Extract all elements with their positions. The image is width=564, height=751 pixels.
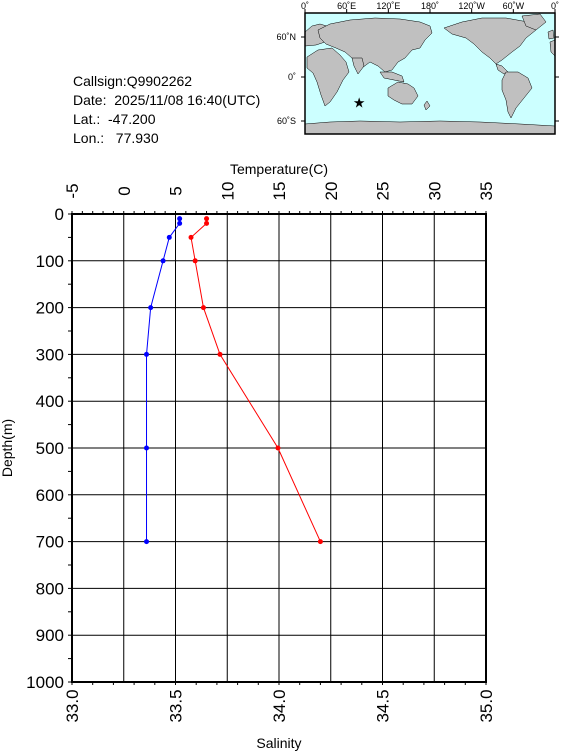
- temperature-data-point: [192, 258, 198, 264]
- map-lon-label: 120˚E: [376, 1, 400, 11]
- callsign-text: Callsign:Q9902262: [73, 73, 193, 89]
- map-lon-label: 60˚W: [503, 1, 525, 11]
- profile-chart: 0 100 200 300 400 500 600 700 800 900 1000 -5 0 5 10 1…: [0, 161, 496, 751]
- map-lon-label: 0˚: [301, 1, 309, 11]
- chart-frame: [71, 213, 487, 683]
- salinity-tick-label: 34.0: [270, 689, 289, 722]
- date-text: Date: 2025/11/08 16:40(UTC): [73, 92, 261, 108]
- salinity-tick-label: 33.0: [63, 689, 82, 722]
- chart-series: [144, 216, 323, 545]
- salinity-data-point: [148, 305, 154, 311]
- depth-tick-label: 500: [36, 439, 64, 458]
- temperature-data-point: [200, 305, 206, 311]
- map-lat-labels: 60˚N 0˚ 60˚S: [276, 32, 296, 126]
- salinity-data-point: [177, 220, 183, 226]
- depth-tick-label: 0: [55, 205, 64, 224]
- map-ticks: [301, 9, 559, 122]
- salinity-profile-line: [146, 218, 181, 542]
- depth-axis-label: Depth(m): [0, 419, 15, 477]
- temperature-data-point: [275, 445, 281, 451]
- map-land: [304, 13, 556, 135]
- map-land-sea-islands: [379, 71, 405, 83]
- map-lon-label: 60˚E: [337, 1, 356, 11]
- depth-tick-label: 200: [36, 299, 64, 318]
- salinity-tick-label: 33.5: [167, 689, 186, 722]
- map-land-eurasia: [317, 17, 433, 73]
- longitude-text: Lon.: 77.930: [73, 130, 159, 146]
- map-land-africa: [306, 47, 350, 107]
- latitude-text: Lat.: -47.200: [73, 111, 156, 127]
- map-lat-label: 60˚N: [276, 32, 296, 42]
- map-land-australia: [387, 81, 419, 105]
- temperature-tick-labels: -5 0 5 10 15 20 25 30 35: [63, 182, 496, 201]
- depth-tick-label: 800: [36, 579, 64, 598]
- map-lon-label: 0˚: [551, 1, 559, 11]
- map-land-uk: [547, 29, 555, 40]
- temperature-tick-label: 30: [425, 182, 444, 201]
- temperature-axis-label: Temperature(C): [230, 161, 328, 177]
- map-lon-labels: 0˚ 60˚E 120˚E 180˚ 120˚W 60˚W 0˚: [301, 1, 559, 11]
- temperature-data-point: [204, 220, 210, 226]
- depth-tick-label: 600: [36, 486, 64, 505]
- salinity-tick-labels: 33.0 33.5 34.0 34.5 35.0: [63, 689, 496, 722]
- salinity-data-point: [144, 351, 150, 357]
- depth-tick-label: 300: [36, 345, 64, 364]
- temperature-tick-label: 5: [167, 186, 186, 195]
- temperature-data-point: [188, 234, 194, 240]
- salinity-data-point: [177, 216, 183, 222]
- salinity-data-point: [160, 258, 166, 264]
- map-land-greenland: [521, 13, 547, 31]
- depth-tick-label: 700: [36, 533, 64, 552]
- map-lat-label: 0˚: [288, 72, 296, 82]
- depth-tick-label: 1000: [26, 673, 64, 692]
- salinity-data-point: [166, 234, 172, 240]
- depth-tick-labels: 0 100 200 300 400 500 600 700 800 900 1000: [26, 205, 64, 692]
- temperature-profile-line: [190, 218, 321, 542]
- salinity-tick-label: 35.0: [477, 689, 496, 722]
- depth-tick-label: 100: [36, 252, 64, 271]
- temperature-tick-label: 15: [270, 182, 289, 201]
- map-lon-label: 120˚W: [458, 1, 485, 11]
- temperature-data-point: [204, 216, 210, 222]
- temperature-tick-label: 10: [218, 182, 237, 201]
- map-land-north-america: [443, 17, 537, 65]
- salinity-data-point: [144, 539, 150, 545]
- depth-tick-label: 400: [36, 392, 64, 411]
- map-land-india: [351, 57, 365, 75]
- world-map-inset: 0˚ 60˚E 120˚E 180˚ 120˚W 60˚W 0˚ 60˚N 0˚ 60˚S ★: [276, 1, 559, 135]
- temperature-tick-label: 0: [115, 186, 134, 195]
- temperature-data-point: [217, 351, 223, 357]
- temperature-tick-label: -5: [63, 183, 82, 198]
- temperature-data-point: [317, 539, 323, 545]
- salinity-tick-label: 34.5: [374, 689, 393, 722]
- depth-tick-label: 900: [36, 626, 64, 645]
- map-lat-label: 60˚S: [277, 116, 296, 126]
- station-marker-star: ★: [353, 95, 366, 111]
- map-lon-label: 180˚: [421, 1, 439, 11]
- temperature-tick-label: 25: [374, 182, 393, 201]
- station-info: Callsign:Q9902262 Date: 2025/11/08 16:40…: [73, 72, 260, 148]
- temperature-tick-label: 20: [322, 182, 341, 201]
- temperature-tick-label: 35: [477, 182, 496, 201]
- map-land-new-zealand: [423, 100, 431, 111]
- salinity-axis-label: Salinity: [256, 735, 301, 751]
- salinity-data-point: [144, 445, 150, 451]
- map-land-south-america: [501, 71, 533, 119]
